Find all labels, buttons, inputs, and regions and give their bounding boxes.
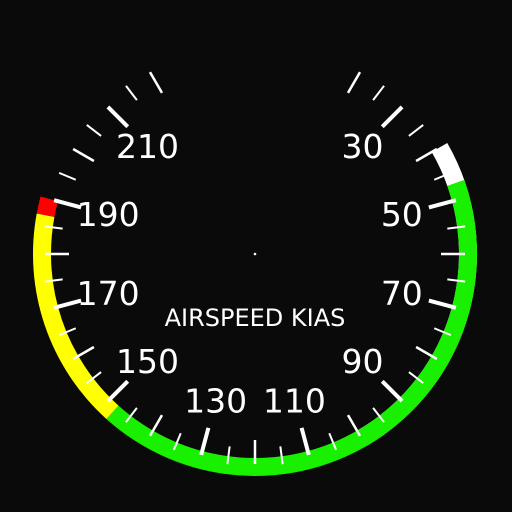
center-dot	[253, 252, 257, 256]
scale-tick	[346, 71, 362, 94]
scale-label-190: 190	[77, 195, 140, 234]
scale-tick	[86, 371, 102, 384]
scale-tick	[380, 105, 404, 129]
scale-tick	[408, 124, 424, 137]
scale-label-70: 70	[381, 274, 423, 313]
scale-tick	[380, 379, 404, 403]
scale-tick	[408, 371, 424, 384]
scale-tick	[328, 432, 338, 451]
scale-tick	[447, 225, 466, 230]
scale-tick	[72, 147, 95, 163]
scale-label-150: 150	[116, 342, 179, 381]
scale-label-210: 210	[116, 127, 179, 166]
scale-label-50: 50	[381, 195, 423, 234]
scale-tick	[279, 446, 284, 465]
yellow-arc	[33, 213, 119, 419]
scale-tick	[415, 147, 438, 163]
scale-tick	[428, 298, 457, 310]
scale-tick	[226, 446, 231, 465]
scale-tick	[172, 432, 182, 451]
scale-tick	[299, 427, 311, 456]
instrument-title: AIRSPEED KIAS	[165, 304, 346, 332]
scale-tick	[433, 327, 452, 337]
scale-tick	[148, 414, 164, 437]
scale-label-130: 130	[184, 381, 247, 420]
scale-tick	[415, 345, 438, 361]
scale-tick	[86, 124, 102, 137]
scale-tick	[372, 407, 385, 423]
scale-tick	[199, 427, 211, 456]
scale-tick	[106, 379, 130, 403]
scale-label-90: 90	[341, 342, 383, 381]
scale-tick	[447, 278, 466, 283]
scale-tick	[346, 414, 362, 437]
scale-tick	[106, 105, 130, 129]
scale-ticks	[44, 71, 466, 465]
scale-tick	[125, 85, 138, 101]
scale-tick	[433, 171, 452, 181]
scale-tick	[58, 327, 77, 337]
scale-tick	[53, 198, 82, 210]
scale-tick	[72, 345, 95, 361]
scale-tick	[58, 171, 77, 181]
scale-tick	[53, 298, 82, 310]
red-line	[36, 196, 58, 217]
scale-label-110: 110	[263, 381, 326, 420]
scale-label-30: 30	[341, 127, 383, 166]
scale-tick	[372, 85, 385, 101]
scale-tick	[44, 225, 63, 230]
scale-label-170: 170	[77, 274, 140, 313]
scale-tick	[44, 278, 63, 283]
scale-tick	[125, 407, 138, 423]
scale-tick	[148, 71, 164, 94]
scale-tick	[428, 198, 457, 210]
